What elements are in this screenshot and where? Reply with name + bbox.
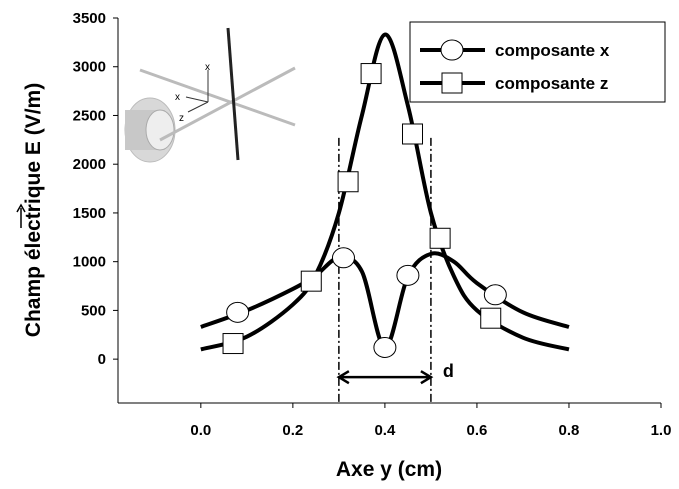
x-tick-label: 0.2 [282,422,303,439]
inset-label: z [179,113,184,124]
y-tick-label: 2500 [73,107,106,124]
data-point [222,333,244,355]
x-tick-label: 0.4 [374,422,396,439]
inset-label: x [205,62,210,73]
data-point [337,171,359,193]
legend-label: composante x [495,41,610,60]
legend-marker [441,72,463,94]
bracket-label: d [443,361,454,381]
inset-image: x x z [124,27,296,163]
y-tick-label: 3000 [73,59,106,76]
data-point [300,270,322,292]
y-tick-label: 500 [81,302,106,319]
y-tick-label: 0 [98,351,106,368]
x-tick-label: 0.0 [190,422,211,439]
inset-label: x [175,92,180,103]
data-point [483,284,507,306]
bracket-arrow [336,370,434,385]
y-tick-label: 1000 [73,254,106,271]
legend-marker [440,39,464,61]
data-point [429,227,451,249]
y-tick-label: 3500 [73,10,106,27]
data-point [331,247,355,269]
data-point [360,63,382,85]
y-axis-title: Champ électrique E (V/m) [22,83,45,337]
vector-arrow [16,203,26,228]
data-point [396,264,420,286]
x-tick-label: 1.0 [651,422,672,439]
data-point [402,123,424,145]
series-line [200,32,570,352]
data-point [480,307,502,329]
x-axis-title: Axe y (cm) [336,458,442,481]
y-tick-label: 1500 [73,205,106,222]
data-point [226,301,250,323]
data-point [373,336,397,358]
x-tick-label: 0.8 [559,422,580,439]
legend-label: composante z [495,74,608,93]
x-tick-label: 0.6 [467,422,488,439]
y-tick-label: 2000 [73,156,106,173]
